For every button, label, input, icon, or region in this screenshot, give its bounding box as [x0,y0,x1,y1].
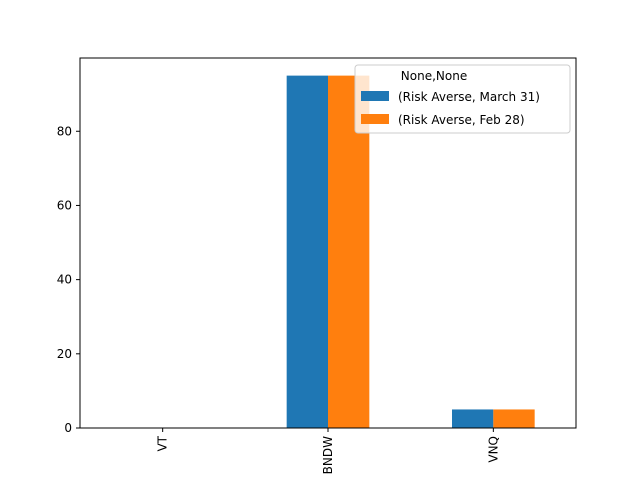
plot-frame [79,57,577,429]
legend-title: None,None [401,69,467,83]
legend-label-march-31: (Risk Averse, March 31) [398,90,540,104]
legend-box [354,64,571,134]
legend-swatch-march-31 [361,91,389,101]
y-tick-label: 40 [57,273,72,287]
x-axis: VT BNDW VNQ [156,428,500,474]
y-axis: 0 20 40 60 80 [57,124,80,435]
bar-bndw-series-1 [328,75,370,428]
y-tick-label: 0 [64,421,72,435]
bar-vnq-series-0 [452,409,494,428]
legend-label-feb-28: (Risk Averse, Feb 28) [398,113,525,127]
legend: None,None (Risk Averse, March 31) (Risk … [354,64,571,134]
bar-bndw-series-0 [286,75,328,428]
bar-vnq-series-1 [493,409,535,428]
x-tick-label-vnq: VNQ [486,436,500,463]
x-tick-label-vt: VT [156,435,170,451]
legend-swatch-feb-28 [361,114,389,124]
x-tick-label-bndw: BNDW [321,436,335,474]
y-tick-label: 20 [57,347,72,361]
bars-layer [286,75,535,428]
y-tick-label: 60 [57,198,72,212]
y-tick-label: 80 [57,124,72,138]
